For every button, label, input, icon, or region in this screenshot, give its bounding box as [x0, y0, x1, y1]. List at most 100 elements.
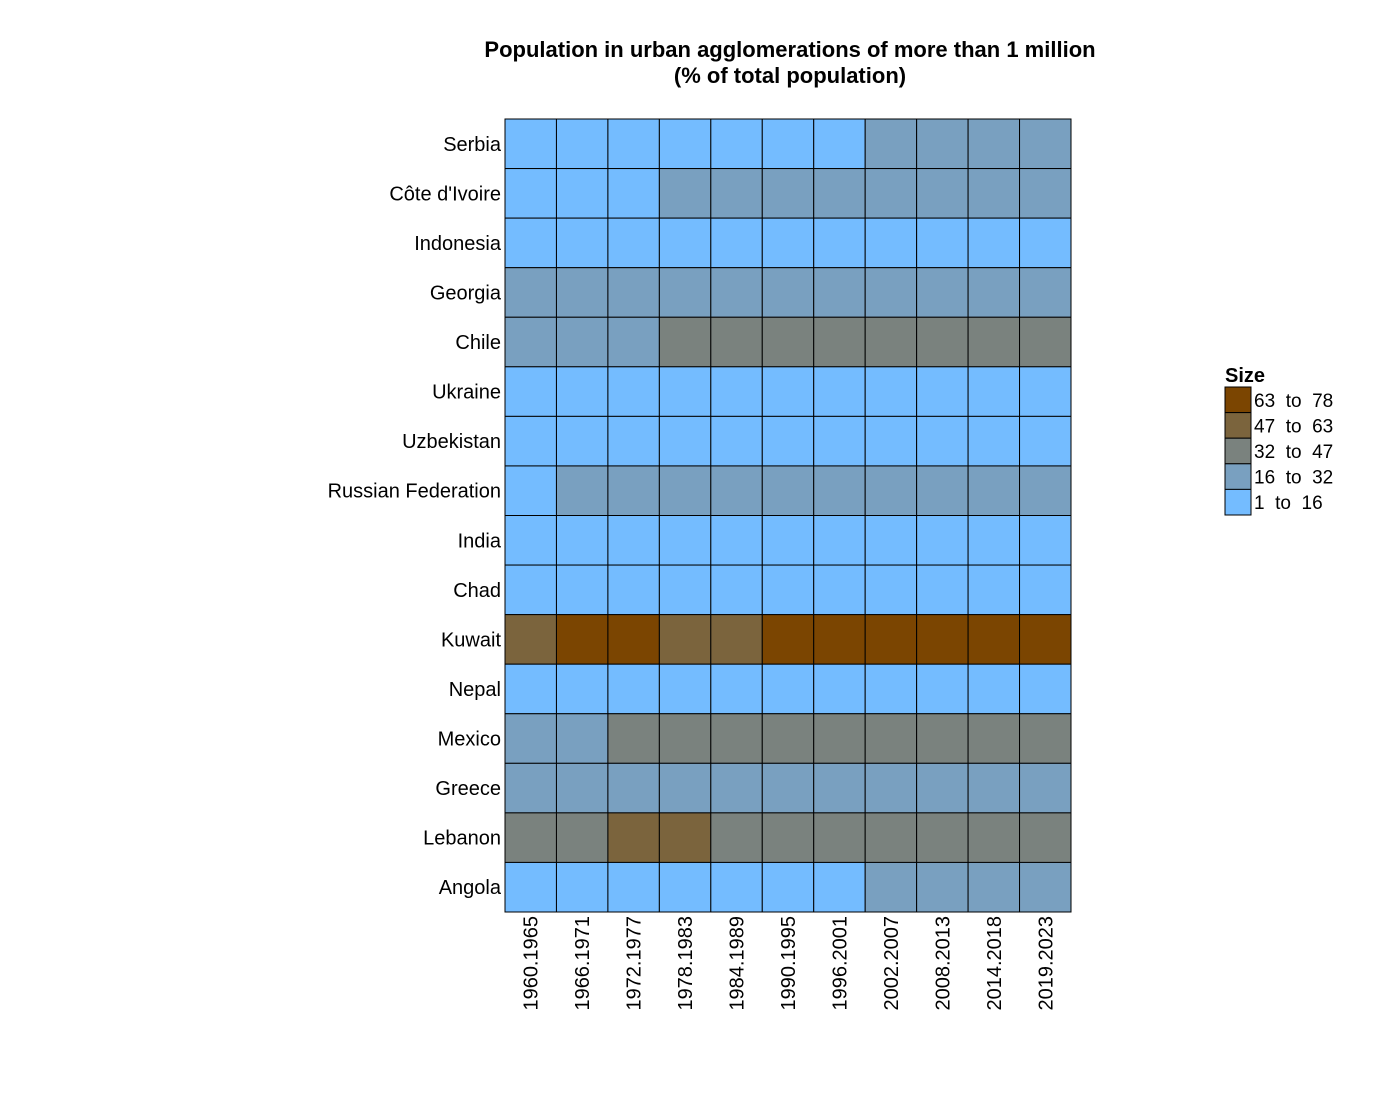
heatmap-cell	[761, 812, 815, 863]
column-label: 2002.2007	[881, 916, 903, 1011]
heatmap-cell	[658, 267, 712, 318]
heatmap-cell	[504, 366, 557, 417]
heatmap-cell	[710, 663, 763, 715]
heatmap-cell	[710, 316, 763, 368]
chart-subtitle: (% of total population)	[673, 63, 907, 88]
heatmap-cell	[504, 762, 557, 814]
legend-title: Size	[1225, 365, 1265, 387]
heatmap-cell	[916, 663, 969, 715]
heatmap-cell	[916, 812, 969, 863]
heatmap-cell	[658, 118, 712, 170]
heatmap-cell	[813, 267, 866, 318]
heatmap-cell	[967, 614, 1021, 665]
heatmap-cell	[967, 415, 1021, 467]
heatmap-cell	[607, 713, 660, 764]
heatmap-cell	[1019, 118, 1072, 170]
legend-swatch	[1224, 488, 1252, 516]
heatmap-cell	[967, 465, 1021, 516]
heatmap-cell	[864, 861, 918, 913]
heatmap-cell	[1019, 713, 1072, 764]
heatmap-cell	[967, 713, 1021, 764]
row-label: Georgia	[430, 282, 502, 304]
heatmap-cell	[916, 861, 969, 913]
heatmap-cell	[555, 812, 609, 863]
heatmap-cell	[864, 118, 918, 170]
heatmap-cell	[761, 316, 815, 368]
heatmap-cell	[1019, 663, 1072, 715]
heatmap-cell	[607, 564, 660, 616]
heatmap-cell	[813, 366, 866, 417]
heatmap-cell	[555, 168, 609, 219]
heatmap-cell	[761, 168, 815, 219]
heatmap-cell	[504, 614, 557, 665]
heatmap-cell	[607, 316, 660, 368]
heatmap-cell	[710, 812, 763, 863]
heatmap-cell	[864, 564, 918, 616]
heatmap-cell	[555, 713, 609, 764]
column-label: 2014.2018	[984, 916, 1006, 1011]
row-label: Russian Federation	[328, 481, 501, 503]
heatmap-cell	[504, 168, 557, 219]
heatmap-cell	[607, 118, 660, 170]
heatmap-cell	[555, 415, 609, 467]
heatmap-cell	[1019, 366, 1072, 417]
column-label: 1972.1977	[624, 916, 646, 1011]
heatmap-cell	[710, 713, 763, 764]
row-label: Greece	[435, 778, 501, 800]
heatmap-cell	[555, 614, 609, 665]
heatmap-cell	[813, 415, 866, 467]
heatmap-cell	[864, 168, 918, 219]
heatmap-cell	[916, 515, 969, 566]
heatmap-cell	[813, 217, 866, 269]
heatmap-cell	[658, 564, 712, 616]
heatmap-cell	[1019, 564, 1072, 616]
heatmap-cell	[607, 762, 660, 814]
heatmap-cell	[658, 614, 712, 665]
heatmap-cell	[710, 366, 763, 417]
heatmap-cell	[967, 168, 1021, 219]
heatmap-cell	[864, 267, 918, 318]
row-label: Chad	[453, 580, 501, 602]
heatmap-cell	[813, 118, 866, 170]
heatmap-cell	[658, 465, 712, 516]
heatmap-cell	[607, 168, 660, 219]
heatmap-cell	[916, 118, 969, 170]
heatmap-cell	[864, 614, 918, 665]
chart-title: Population in urban agglomerations of mo…	[484, 37, 1096, 62]
heatmap-cell	[710, 465, 763, 516]
heatmap-cell	[864, 663, 918, 715]
heatmap-cell	[813, 614, 866, 665]
heatmap-cell	[916, 762, 969, 814]
heatmap-cell	[967, 316, 1021, 368]
heatmap-cell	[658, 316, 712, 368]
heatmap-cell	[555, 118, 609, 170]
heatmap-cell	[555, 217, 609, 269]
row-label: Chile	[455, 332, 501, 354]
heatmap-cell	[1019, 515, 1072, 566]
heatmap-cell	[658, 168, 712, 219]
heatmap-cell	[607, 663, 660, 715]
heatmap-cell	[916, 713, 969, 764]
heatmap-cell	[916, 366, 969, 417]
heatmap-cell	[658, 861, 712, 913]
heatmap-cell	[504, 267, 557, 318]
heatmap-cell	[1019, 465, 1072, 516]
legend-swatch	[1224, 386, 1252, 414]
heatmap-cell	[710, 762, 763, 814]
heatmap-cell	[916, 465, 969, 516]
heatmap-cell	[916, 564, 969, 616]
heatmap-cell	[916, 316, 969, 368]
heatmap-cell	[658, 812, 712, 863]
heatmap-cell	[813, 465, 866, 516]
heatmap-cell	[761, 366, 815, 417]
heatmap-cell	[967, 267, 1021, 318]
heatmap-cell	[761, 465, 815, 516]
heatmap-cell	[1019, 812, 1072, 863]
heatmap-cell	[864, 366, 918, 417]
column-label: 2008.2013	[932, 916, 954, 1011]
heatmap-cell	[710, 168, 763, 219]
heatmap-cell	[607, 415, 660, 467]
heatmap-cell	[813, 861, 866, 913]
